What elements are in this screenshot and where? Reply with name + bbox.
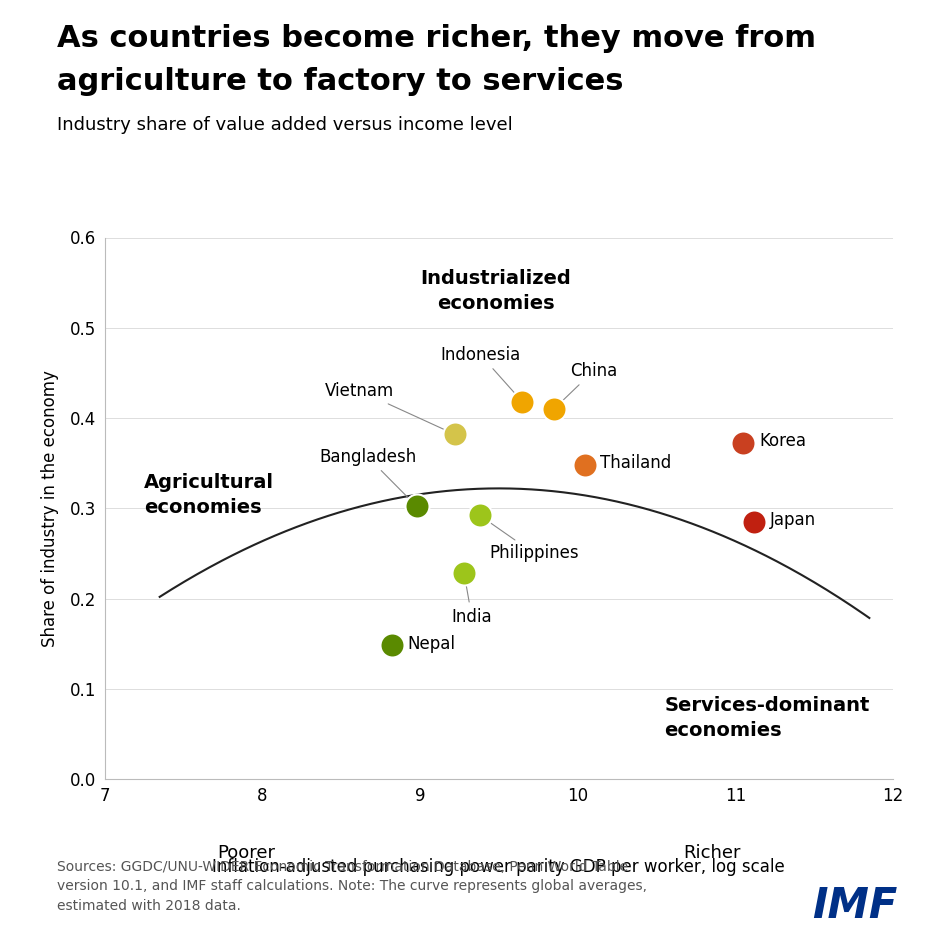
Point bbox=[578, 457, 593, 472]
Text: Korea: Korea bbox=[759, 432, 806, 450]
Point bbox=[472, 508, 487, 523]
Text: agriculture to factory to services: agriculture to factory to services bbox=[57, 66, 623, 96]
Point bbox=[735, 436, 751, 451]
X-axis label: Inflation-adjusted purchasing power parity GDP per worker, log scale: Inflation-adjusted purchasing power pari… bbox=[213, 858, 785, 876]
Point bbox=[447, 427, 463, 442]
Point bbox=[546, 401, 561, 416]
Text: Poorer: Poorer bbox=[218, 844, 276, 862]
Text: Sources: GGDC/UNU-WIDER Economic Transformation Database, Penn World Table
versi: Sources: GGDC/UNU-WIDER Economic Transfo… bbox=[57, 860, 647, 913]
Text: Indonesia: Indonesia bbox=[441, 346, 521, 400]
Text: Agricultural
economies: Agricultural economies bbox=[143, 473, 274, 517]
Text: Philippines: Philippines bbox=[482, 517, 579, 562]
Text: Japan: Japan bbox=[770, 511, 816, 529]
Y-axis label: Share of industry in the economy: Share of industry in the economy bbox=[41, 370, 59, 647]
Text: India: India bbox=[451, 576, 492, 625]
Text: Nepal: Nepal bbox=[408, 635, 455, 653]
Text: Richer: Richer bbox=[683, 844, 740, 862]
Text: Bangladesh: Bangladesh bbox=[319, 447, 416, 504]
Point bbox=[409, 499, 425, 514]
Text: Services-dominant
economies: Services-dominant economies bbox=[664, 695, 869, 740]
Text: IMF: IMF bbox=[812, 885, 898, 927]
Text: Industrialized
economies: Industrialized economies bbox=[420, 269, 571, 314]
Point bbox=[747, 514, 762, 529]
Text: Vietnam: Vietnam bbox=[325, 382, 452, 433]
Text: Industry share of value added versus income level: Industry share of value added versus inc… bbox=[57, 116, 513, 134]
Point bbox=[515, 394, 530, 409]
Text: China: China bbox=[556, 362, 617, 407]
Text: As countries become richer, they move from: As countries become richer, they move fr… bbox=[57, 24, 816, 53]
Point bbox=[384, 637, 399, 653]
Point bbox=[456, 565, 471, 580]
Text: Thailand: Thailand bbox=[599, 454, 671, 472]
